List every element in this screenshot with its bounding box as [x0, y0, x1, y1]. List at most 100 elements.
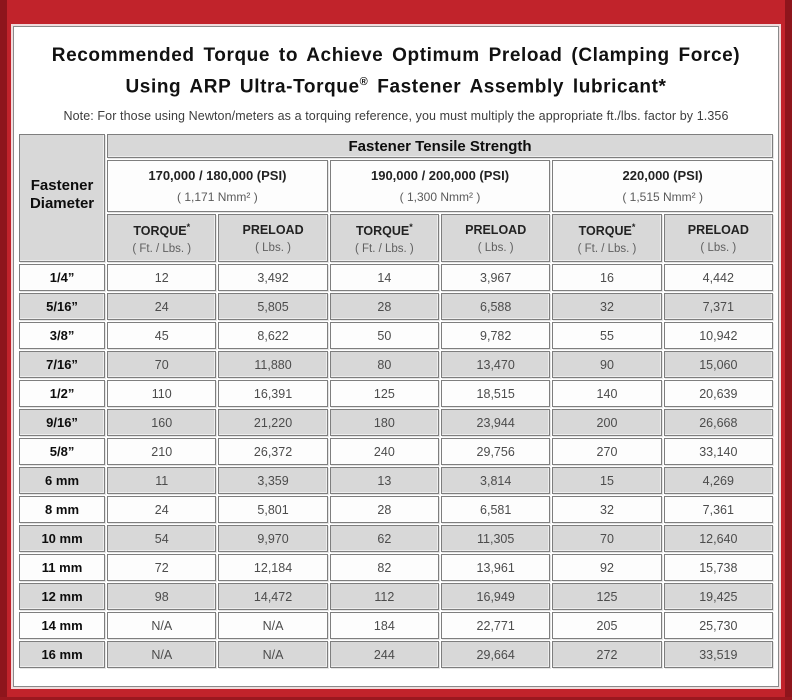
torque-value-cell: 70 [107, 351, 217, 379]
page-title-line1: Recommended Torque to Achieve Optimum Pr… [51, 45, 741, 66]
preload-value-cell: 4,442 [663, 264, 773, 292]
fastener-diameter-cell: 5/16” [19, 293, 106, 321]
preload-column-header: PRELOAD ( Lbs. ) [441, 214, 551, 263]
torque-column-header: TORQUE* ( Ft. / Lbs. ) [329, 214, 440, 263]
torque-asterisk: * [186, 221, 191, 232]
preload-unit: ( Lbs. ) [700, 241, 737, 254]
psi-label: 220,000 (PSI) [622, 168, 703, 184]
psi-group-header-row: 170,000 / 180,000 (PSI) ( 1,171 Nmm² ) 1… [19, 160, 773, 213]
torque-value-cell: 240 [329, 438, 440, 466]
preload-value-cell: N/A [218, 641, 328, 669]
table-row: 1/2” 110 16,391 125 18,515 140 20,639 [19, 380, 773, 408]
table-row: 3/8” 45 8,622 50 9,782 55 10,942 [19, 322, 773, 350]
fastener-diameter-cell: 9/16” [19, 409, 106, 437]
preload-value-cell: 19,425 [663, 583, 773, 611]
torque-value-cell: 54 [107, 525, 217, 553]
preload-value-cell: 22,771 [441, 612, 551, 640]
preload-value-cell: 4,269 [663, 467, 773, 495]
fastener-diameter-cell: 8 mm [19, 496, 106, 524]
preload-value-cell: 7,361 [663, 496, 773, 524]
preload-value-cell: 26,372 [218, 438, 328, 466]
preload-value-cell: 29,664 [441, 641, 551, 669]
nmm-label: ( 1,171 Nmm² ) [177, 190, 258, 205]
torque-value-cell: 24 [107, 496, 217, 524]
psi-group-220: 220,000 (PSI) ( 1,515 Nmm² ) [552, 160, 773, 213]
table-row: 5/16” 24 5,805 28 6,588 32 7,371 [19, 293, 773, 321]
table-row: 1/4” 12 3,492 14 3,967 16 4,442 [19, 264, 773, 292]
fastener-diameter-header: Fastener Diameter [19, 134, 106, 263]
preload-value-cell: 10,942 [663, 322, 773, 350]
torque-column-header: TORQUE* ( Ft. / Lbs. ) [107, 214, 217, 263]
psi-group-170: 170,000 / 180,000 (PSI) ( 1,171 Nmm² ) [107, 160, 328, 213]
torque-value-cell: 50 [329, 322, 440, 350]
preload-value-cell: 13,470 [441, 351, 551, 379]
torque-value-cell: 28 [329, 496, 440, 524]
preload-column-header: PRELOAD ( Lbs. ) [663, 214, 773, 263]
torque-value-cell: N/A [107, 641, 217, 669]
preload-value-cell: 20,639 [663, 380, 773, 408]
torque-value-cell: 140 [552, 380, 662, 408]
torque-value-cell: 70 [552, 525, 662, 553]
torque-asterisk: * [409, 221, 413, 232]
preload-value-cell: 33,140 [663, 438, 773, 466]
torque-value-cell: 32 [552, 496, 662, 524]
torque-value-cell: 90 [552, 351, 662, 379]
fastener-diameter-cell: 5/8” [19, 438, 106, 466]
table-row: 12 mm 98 14,472 112 16,949 125 19,425 [19, 583, 773, 611]
psi-label: 170,000 / 180,000 (PSI) [148, 168, 287, 184]
torque-value-cell: 200 [552, 409, 662, 437]
torque-value-cell: 125 [329, 380, 440, 408]
fastener-diameter-cell: 7/16” [19, 351, 106, 379]
preload-value-cell: 16,391 [218, 380, 328, 408]
preload-value-cell: 21,220 [218, 409, 328, 437]
torque-value-cell: 62 [329, 525, 440, 553]
torque-value-cell: 160 [107, 409, 217, 437]
torque-value-cell: 272 [552, 641, 662, 669]
torque-value-cell: 32 [552, 293, 662, 321]
preload-value-cell: 5,805 [218, 293, 328, 321]
torque-value-cell: 28 [329, 293, 440, 321]
fastener-diameter-cell: 11 mm [19, 554, 106, 582]
table-row: 6 mm 11 3,359 13 3,814 15 4,269 [19, 467, 773, 495]
preload-value-cell: 15,738 [663, 554, 773, 582]
nmm-label: ( 1,300 Nmm² ) [399, 190, 481, 205]
tensile-strength-header-row: Fastener Diameter Fastener Tensile Stren… [19, 134, 773, 263]
fastener-diameter-cell: 14 mm [19, 612, 106, 640]
preload-value-cell: 12,184 [218, 554, 328, 582]
table-row: 11 mm 72 12,184 82 13,961 92 15,738 [19, 554, 773, 582]
table-row: 7/16” 70 11,880 80 13,470 90 15,060 [19, 351, 773, 379]
preload-value-cell: 33,519 [663, 641, 773, 669]
preload-value-cell: 6,581 [441, 496, 551, 524]
psi-label: 190,000 / 200,000 (PSI) [370, 168, 510, 184]
fastener-diameter-line1: Fastener [30, 176, 94, 194]
torque-value-cell: 112 [329, 583, 440, 611]
fastener-diameter-cell: 3/8” [19, 322, 106, 350]
torque-value-cell: 12 [107, 264, 217, 292]
fastener-diameter-line2: Diameter [29, 194, 95, 212]
conversion-note: Note: For those using Newton/meters as a… [63, 109, 729, 124]
torque-column-header: TORQUE* ( Ft. / Lbs. ) [552, 214, 662, 263]
fastener-diameter-cell: 6 mm [19, 467, 106, 495]
fastener-diameter-cell: 10 mm [19, 525, 106, 553]
torque-value-cell: 270 [552, 438, 662, 466]
fastener-diameter-cell: 1/4” [19, 264, 106, 292]
table-row: 5/8” 210 26,372 240 29,756 270 33,140 [19, 438, 773, 466]
preload-value-cell: 9,970 [218, 525, 328, 553]
torque-unit: ( Ft. / Lbs. ) [577, 242, 637, 255]
torque-value-cell: 72 [107, 554, 217, 582]
torque-value-cell: 82 [329, 554, 440, 582]
frame-right-stripe [785, 0, 792, 700]
torque-value-cell: 98 [107, 583, 217, 611]
psi-group-190: 190,000 / 200,000 (PSI) ( 1,300 Nmm² ) [329, 160, 551, 213]
content-panel: Recommended Torque to Achieve Optimum Pr… [13, 26, 779, 687]
preload-value-cell: 13,961 [441, 554, 551, 582]
torque-unit: ( Ft. / Lbs. ) [132, 242, 192, 255]
torque-value-cell: 92 [552, 554, 662, 582]
preload-value-cell: 8,622 [218, 322, 328, 350]
preload-value-cell: 18,515 [441, 380, 551, 408]
preload-value-cell: 25,730 [663, 612, 773, 640]
table-row: 14 mm N/A N/A 184 22,771 205 25,730 [19, 612, 773, 640]
torque-value-cell: 80 [329, 351, 440, 379]
preload-value-cell: 9,782 [441, 322, 551, 350]
preload-value-cell: 7,371 [663, 293, 773, 321]
